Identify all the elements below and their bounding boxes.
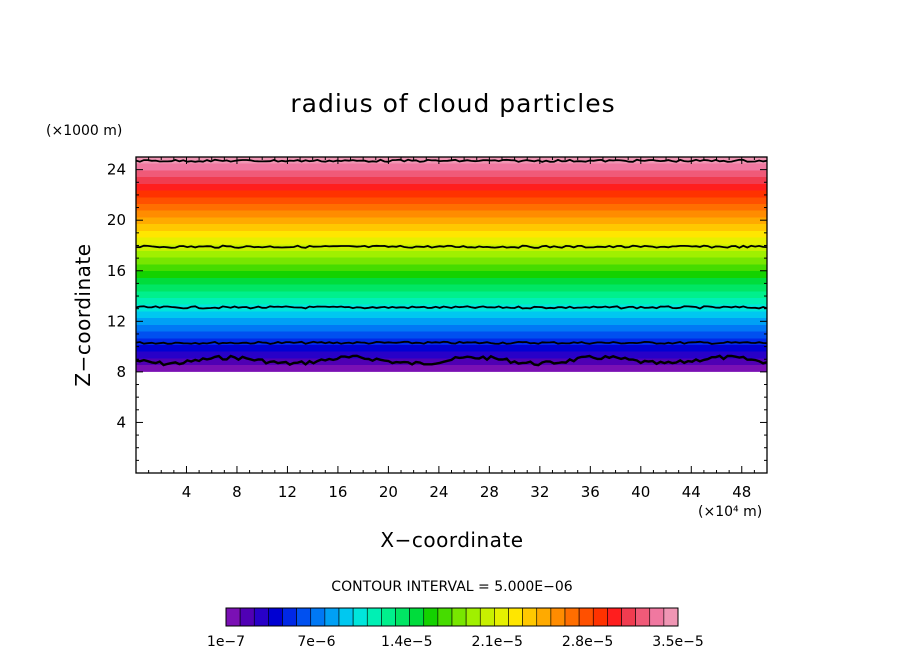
colorbar-cell [451,607,467,627]
colorbar-label: 7e−6 [297,634,335,650]
colorbar-cell [338,607,354,627]
y-axis-ticks: 4 8 12 16 20 24 [107,161,767,461]
y-tick-label: 24 [107,161,126,179]
colorbar [225,607,679,627]
colorbar-cell [465,607,481,627]
x-tick-label: 24 [429,483,448,501]
x-tick-label: 12 [278,483,297,501]
colorbar-cell [494,607,509,627]
colorbar-cell [225,607,241,627]
colorbar-cell [296,607,312,627]
colorbar-label: 2.1e−5 [471,634,523,650]
colorbar-cell [437,607,453,627]
colorbar-label: 2.8e−5 [562,634,614,650]
colorbar-cell [635,607,651,627]
x-axis-label: X−coordinate [380,528,523,552]
contour-line [136,340,767,345]
colorbar-cell [592,607,608,627]
x-tick-label: 44 [682,483,701,501]
colorbar-cell [607,607,622,627]
chart-title: radius of cloud particles [290,89,615,118]
colorbar-label: 1.4e−5 [381,634,433,650]
x-tick-label: 16 [328,483,347,501]
x-tick-label: 48 [732,483,751,501]
x-tick-label: 8 [232,483,242,501]
y-axis-label: Z−coordinate [71,243,95,386]
colorbar-cell [310,607,326,627]
colorbar-cell [621,607,636,627]
colorbar-cell [352,607,368,627]
x-axis-ticks: 4 8 12 16 20 24 28 32 36 40 44 48 [148,157,755,501]
x-tick-label: 4 [182,483,192,501]
x-tick-label: 32 [530,483,549,501]
y-axis-unit: (×1000 m) [46,123,122,139]
colorbar-cell [479,607,495,627]
colorbar-cell [366,607,382,627]
colorbar-cell [268,607,283,627]
colorbar-cell [508,607,523,627]
contour-line [136,305,767,310]
colorbar-cell [536,607,552,627]
y-tick-label: 16 [107,262,126,280]
contour-line [136,244,767,249]
colorbar-cell [253,607,269,627]
x-axis-unit: (×10⁴ m) [698,504,762,520]
plot-area [135,156,768,474]
colorbar-cell [564,607,580,627]
colorbar-label: 1e−7 [207,634,245,650]
colorbar-cell [282,607,297,627]
colorbar-cell [578,607,594,627]
colorbar-cell [663,607,679,627]
cloud-radius-field [136,157,767,372]
y-tick-label: 20 [107,211,126,229]
colorbar-cell [381,607,396,627]
y-tick-label: 8 [116,363,126,381]
colorbar-cell [522,607,538,627]
x-tick-label: 40 [631,483,650,501]
colorbar-cell [409,607,425,627]
y-tick-label: 12 [107,312,126,330]
contour-line [136,158,767,163]
colorbar-cell [395,607,410,627]
x-tick-label: 36 [581,483,600,501]
colorbar-label: 3.5e−5 [652,634,704,650]
colorbar-labels: 1e−7 7e−6 1.4e−5 2.1e−5 2.8e−5 3.5e−5 [207,634,704,650]
colorbar-cell [423,607,439,627]
colorbar-frame [225,607,679,627]
colorbar-cell [324,607,340,627]
y-tick-label: 4 [116,413,126,431]
colorbar-cell [550,607,566,627]
x-tick-label: 28 [480,483,499,501]
x-tick-label: 20 [379,483,398,501]
contour-interval-label: CONTOUR INTERVAL = 5.000E−06 [331,579,572,595]
contour-line [136,354,767,367]
contour-lines [136,158,767,367]
colorbar-cell [649,607,665,627]
colorbar-cell [239,607,255,627]
